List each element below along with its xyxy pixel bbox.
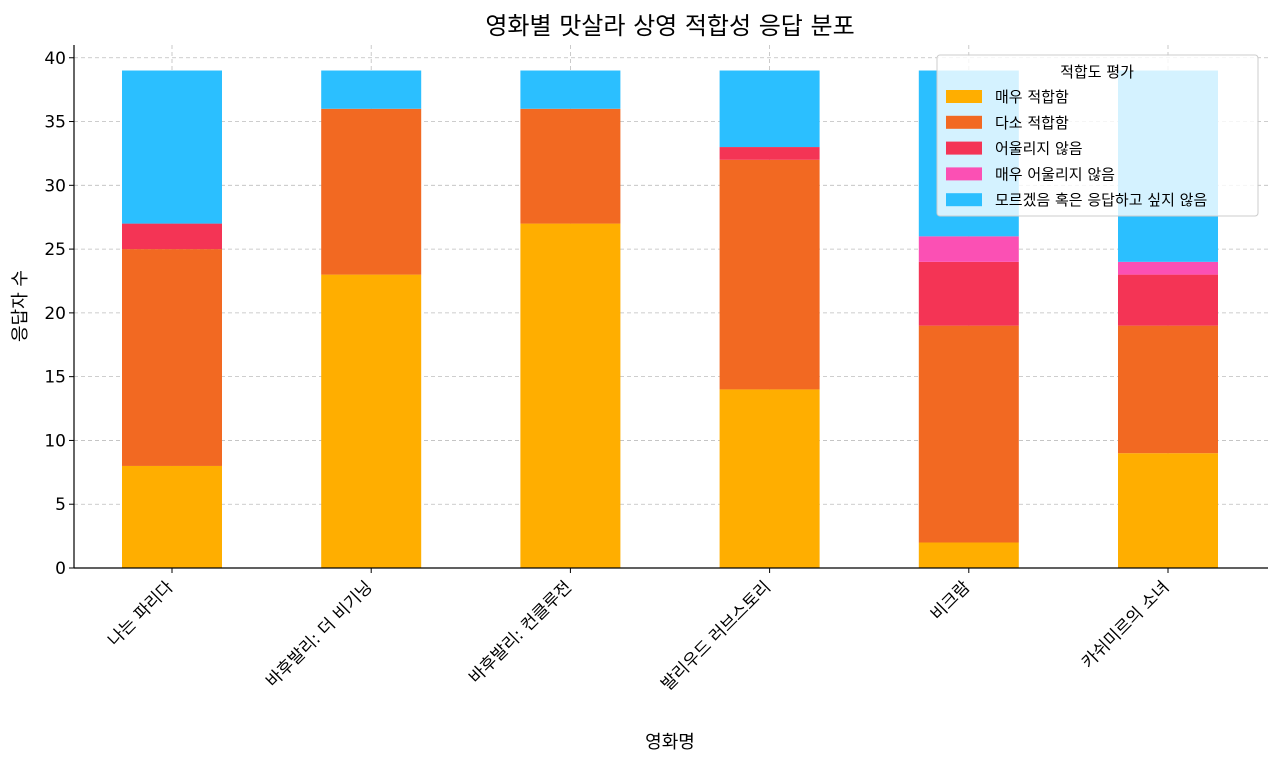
bar-segment (719, 147, 820, 160)
bar-segment (918, 236, 1019, 262)
bar-segment (122, 70, 222, 224)
y-tick-labels: 0 5 10 15 20 25 30 35 40 (44, 49, 74, 579)
legend-title: 적합도 평가 (1060, 63, 1134, 81)
bar-segment (1118, 325, 1218, 454)
y-tick-label: 0 (55, 559, 66, 579)
bar-segment (918, 261, 1019, 326)
bar-segment (918, 325, 1019, 543)
bar-segment (520, 70, 621, 109)
x-tick-label: 발리우드 러브스토리 (658, 577, 776, 695)
legend-entry-label: 모르겠음 혹은 응답하고 싶지 않음 (995, 191, 1207, 209)
legend-swatch (946, 167, 982, 181)
bar-segment (1118, 261, 1218, 275)
bar-segment (719, 159, 820, 390)
y-tick-label: 30 (44, 176, 66, 196)
bar-segment (122, 223, 222, 250)
axes-layer (73, 45, 1268, 569)
legend-swatch (946, 193, 982, 207)
y-tick-label: 20 (44, 304, 66, 324)
bar-segment (520, 108, 621, 224)
y-tick-label: 15 (44, 368, 66, 388)
bar-segment (122, 465, 222, 568)
chart-title: 영화별 맛살라 상영 적합성 응답 분포 (485, 12, 854, 40)
bar-segment (1118, 274, 1218, 326)
legend-swatch (946, 90, 982, 103)
x-axis-label: 영화명 (645, 732, 695, 753)
legend-entry-label: 매우 어울리지 않음 (995, 165, 1115, 183)
legend-swatch (946, 141, 982, 155)
bar-segment (719, 70, 820, 148)
x-tick-label: 비크람 (927, 577, 975, 625)
x-tick-label: 바후발리: 더 비기닝 (262, 577, 376, 691)
legend-entry-label: 다소 적합함 (995, 114, 1069, 132)
x-tick-label: 바후발리: 컨클루전 (465, 577, 575, 687)
y-tick-label: 40 (44, 49, 66, 69)
y-tick-label: 10 (44, 431, 66, 451)
bar-segment (1118, 453, 1218, 568)
y-tick-label: 35 (44, 113, 66, 133)
bar-segment (918, 542, 1019, 568)
bar-segment (122, 249, 222, 466)
legend-entry-label: 매우 적합함 (995, 88, 1069, 106)
x-tick-label: 나는 파리다 (104, 577, 178, 651)
y-tick-label: 5 (55, 495, 66, 515)
x-tick-label: 카쉬미르의 소녀 (1078, 577, 1173, 672)
bar-segment (321, 108, 422, 275)
legend-frame (936, 54, 1259, 217)
y-tick-label: 25 (44, 240, 66, 260)
legend-swatch (946, 115, 982, 129)
y-axis-label: 응답자 수 (10, 270, 31, 342)
bar-segment (520, 223, 621, 568)
bar-segment (321, 274, 422, 568)
bar-segment (321, 70, 422, 109)
bar-segment (719, 389, 820, 568)
legend-entry-label: 어울리지 않음 (995, 140, 1083, 158)
x-tick-labels: 나는 파리다 바후발리: 더 비기닝 바후발리: 컨클루전 발리우드 러브스토리 비크람… (104, 568, 1174, 695)
